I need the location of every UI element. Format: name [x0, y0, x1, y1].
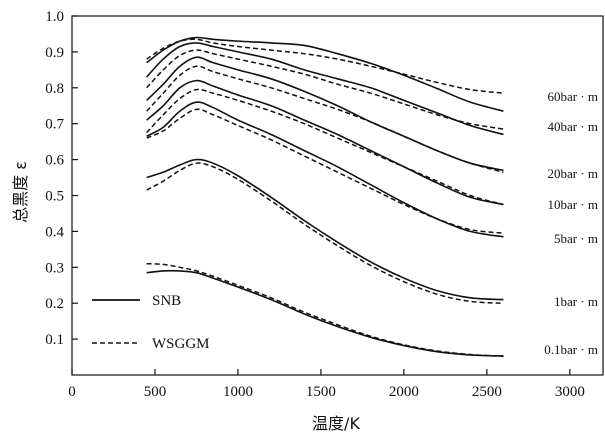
y-tick-label: 0.6: [45, 153, 64, 169]
series-snb-line-2: [146, 56, 504, 172]
y-axis-title: 总黑度 ε: [11, 161, 30, 223]
x-tick-label: 1000: [223, 384, 253, 400]
series-snb-line-0: [146, 36, 504, 112]
x-tick-label: 1500: [306, 384, 336, 400]
series-lines: [146, 36, 504, 358]
x-axis-title: 温度/K: [312, 414, 360, 433]
legend-snb-label: SNB: [152, 293, 181, 309]
series-labels: 60bar · m 40bar · m 20bar · m 10bar · m 5bar…: [544, 89, 598, 357]
series-wsggm-line-0: [146, 38, 504, 94]
y-tick-label: 0.9: [45, 45, 64, 61]
y-tick-label: 0.2: [45, 296, 64, 312]
plot-frame: [71, 15, 604, 376]
x-tick-label: 2000: [389, 384, 419, 400]
series-label-2: 20bar · m: [547, 166, 598, 181]
y-tick-label: 1.0: [45, 9, 64, 25]
series-snb-line-5: [146, 158, 504, 301]
series-snb-line-6: [146, 269, 504, 357]
series-label-0: 60bar · m: [547, 89, 598, 104]
y-tick-label: 0.8: [45, 81, 64, 97]
series-wsggm-line-6: [146, 262, 504, 358]
series-label-1: 40bar · m: [547, 119, 598, 134]
series-wsggm-line-3: [146, 88, 504, 206]
series-snb-line-4: [146, 101, 504, 238]
x-tick-label: 0: [68, 384, 76, 400]
y-tick-label: 0.1: [45, 332, 64, 348]
series-snb-line-3: [146, 79, 504, 206]
plot-border: [71, 15, 604, 376]
x-axis-ticks: 0 500 1000 1500 2000 2500 3000: [68, 369, 585, 400]
x-tick-label: 500: [144, 384, 167, 400]
y-tick-label: 0.4: [45, 224, 64, 240]
series-wsggm-line-4: [146, 108, 504, 234]
y-tick-label: 0.5: [45, 189, 64, 205]
series-label-3: 10bar · m: [547, 197, 598, 212]
y-tick-label: 0.7: [45, 117, 64, 133]
series-snb-line-1: [146, 42, 504, 136]
x-tick-label: 3000: [555, 384, 585, 400]
y-tick-label: 0.3: [45, 260, 64, 276]
series-label-4: 5bar · m: [554, 231, 598, 246]
series-label-6: 0.1bar · m: [544, 342, 598, 357]
legend: SNB WSGGM: [92, 293, 210, 352]
legend-wsggm-label: WSGGM: [152, 336, 210, 352]
x-tick-label: 2500: [472, 384, 502, 400]
series-wsggm-line-5: [146, 162, 504, 304]
series-label-5: 1bar · m: [554, 294, 598, 309]
y-axis-ticks: 0.1 0.2 0.3 0.4 0.5 0.6 0.7 0.8 0.9 1.0: [45, 9, 78, 348]
